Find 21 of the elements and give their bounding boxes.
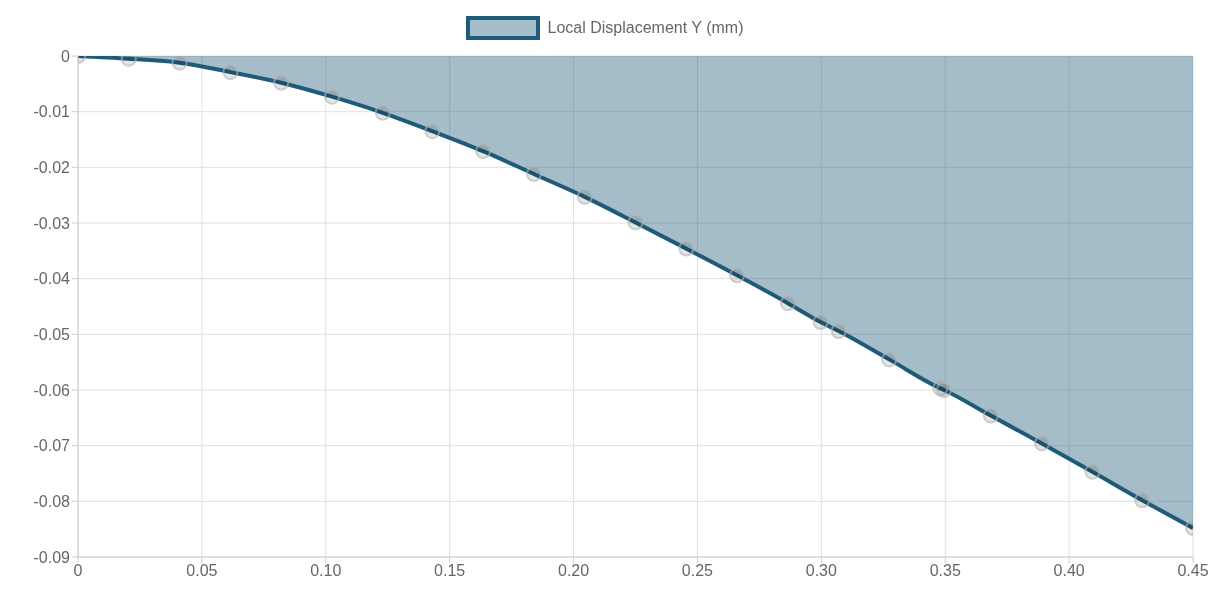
x-tick-label: 0.45 <box>1177 562 1209 580</box>
x-tick-label: 0.30 <box>805 562 838 580</box>
x-tick-label: 0.35 <box>929 562 961 580</box>
y-tick-label: -0.08 <box>33 493 71 511</box>
y-tick-label: -0.04 <box>33 270 71 288</box>
x-tick-label: 0.10 <box>310 562 342 580</box>
legend-label: Local Displacement Y (mm) <box>547 19 744 37</box>
x-tick-label: 0 <box>73 562 83 580</box>
x-tick-label: 0.05 <box>186 562 218 580</box>
y-tick-label: -0.06 <box>33 381 71 399</box>
y-tick-label: -0.03 <box>33 214 71 232</box>
y-tick-label: -0.02 <box>33 159 71 177</box>
y-tick-label: -0.05 <box>33 326 71 344</box>
x-tick-label: 0.25 <box>681 562 714 580</box>
y-tick-label: -0.07 <box>33 437 71 455</box>
y-tick-label: 0 <box>61 47 71 65</box>
x-tick-label: 0.40 <box>1053 562 1085 580</box>
x-tick-label: 0.20 <box>557 562 590 580</box>
y-tick-label: -0.09 <box>33 548 71 566</box>
y-tick-label: -0.01 <box>33 103 71 121</box>
x-tick-label: 0.15 <box>434 562 466 580</box>
